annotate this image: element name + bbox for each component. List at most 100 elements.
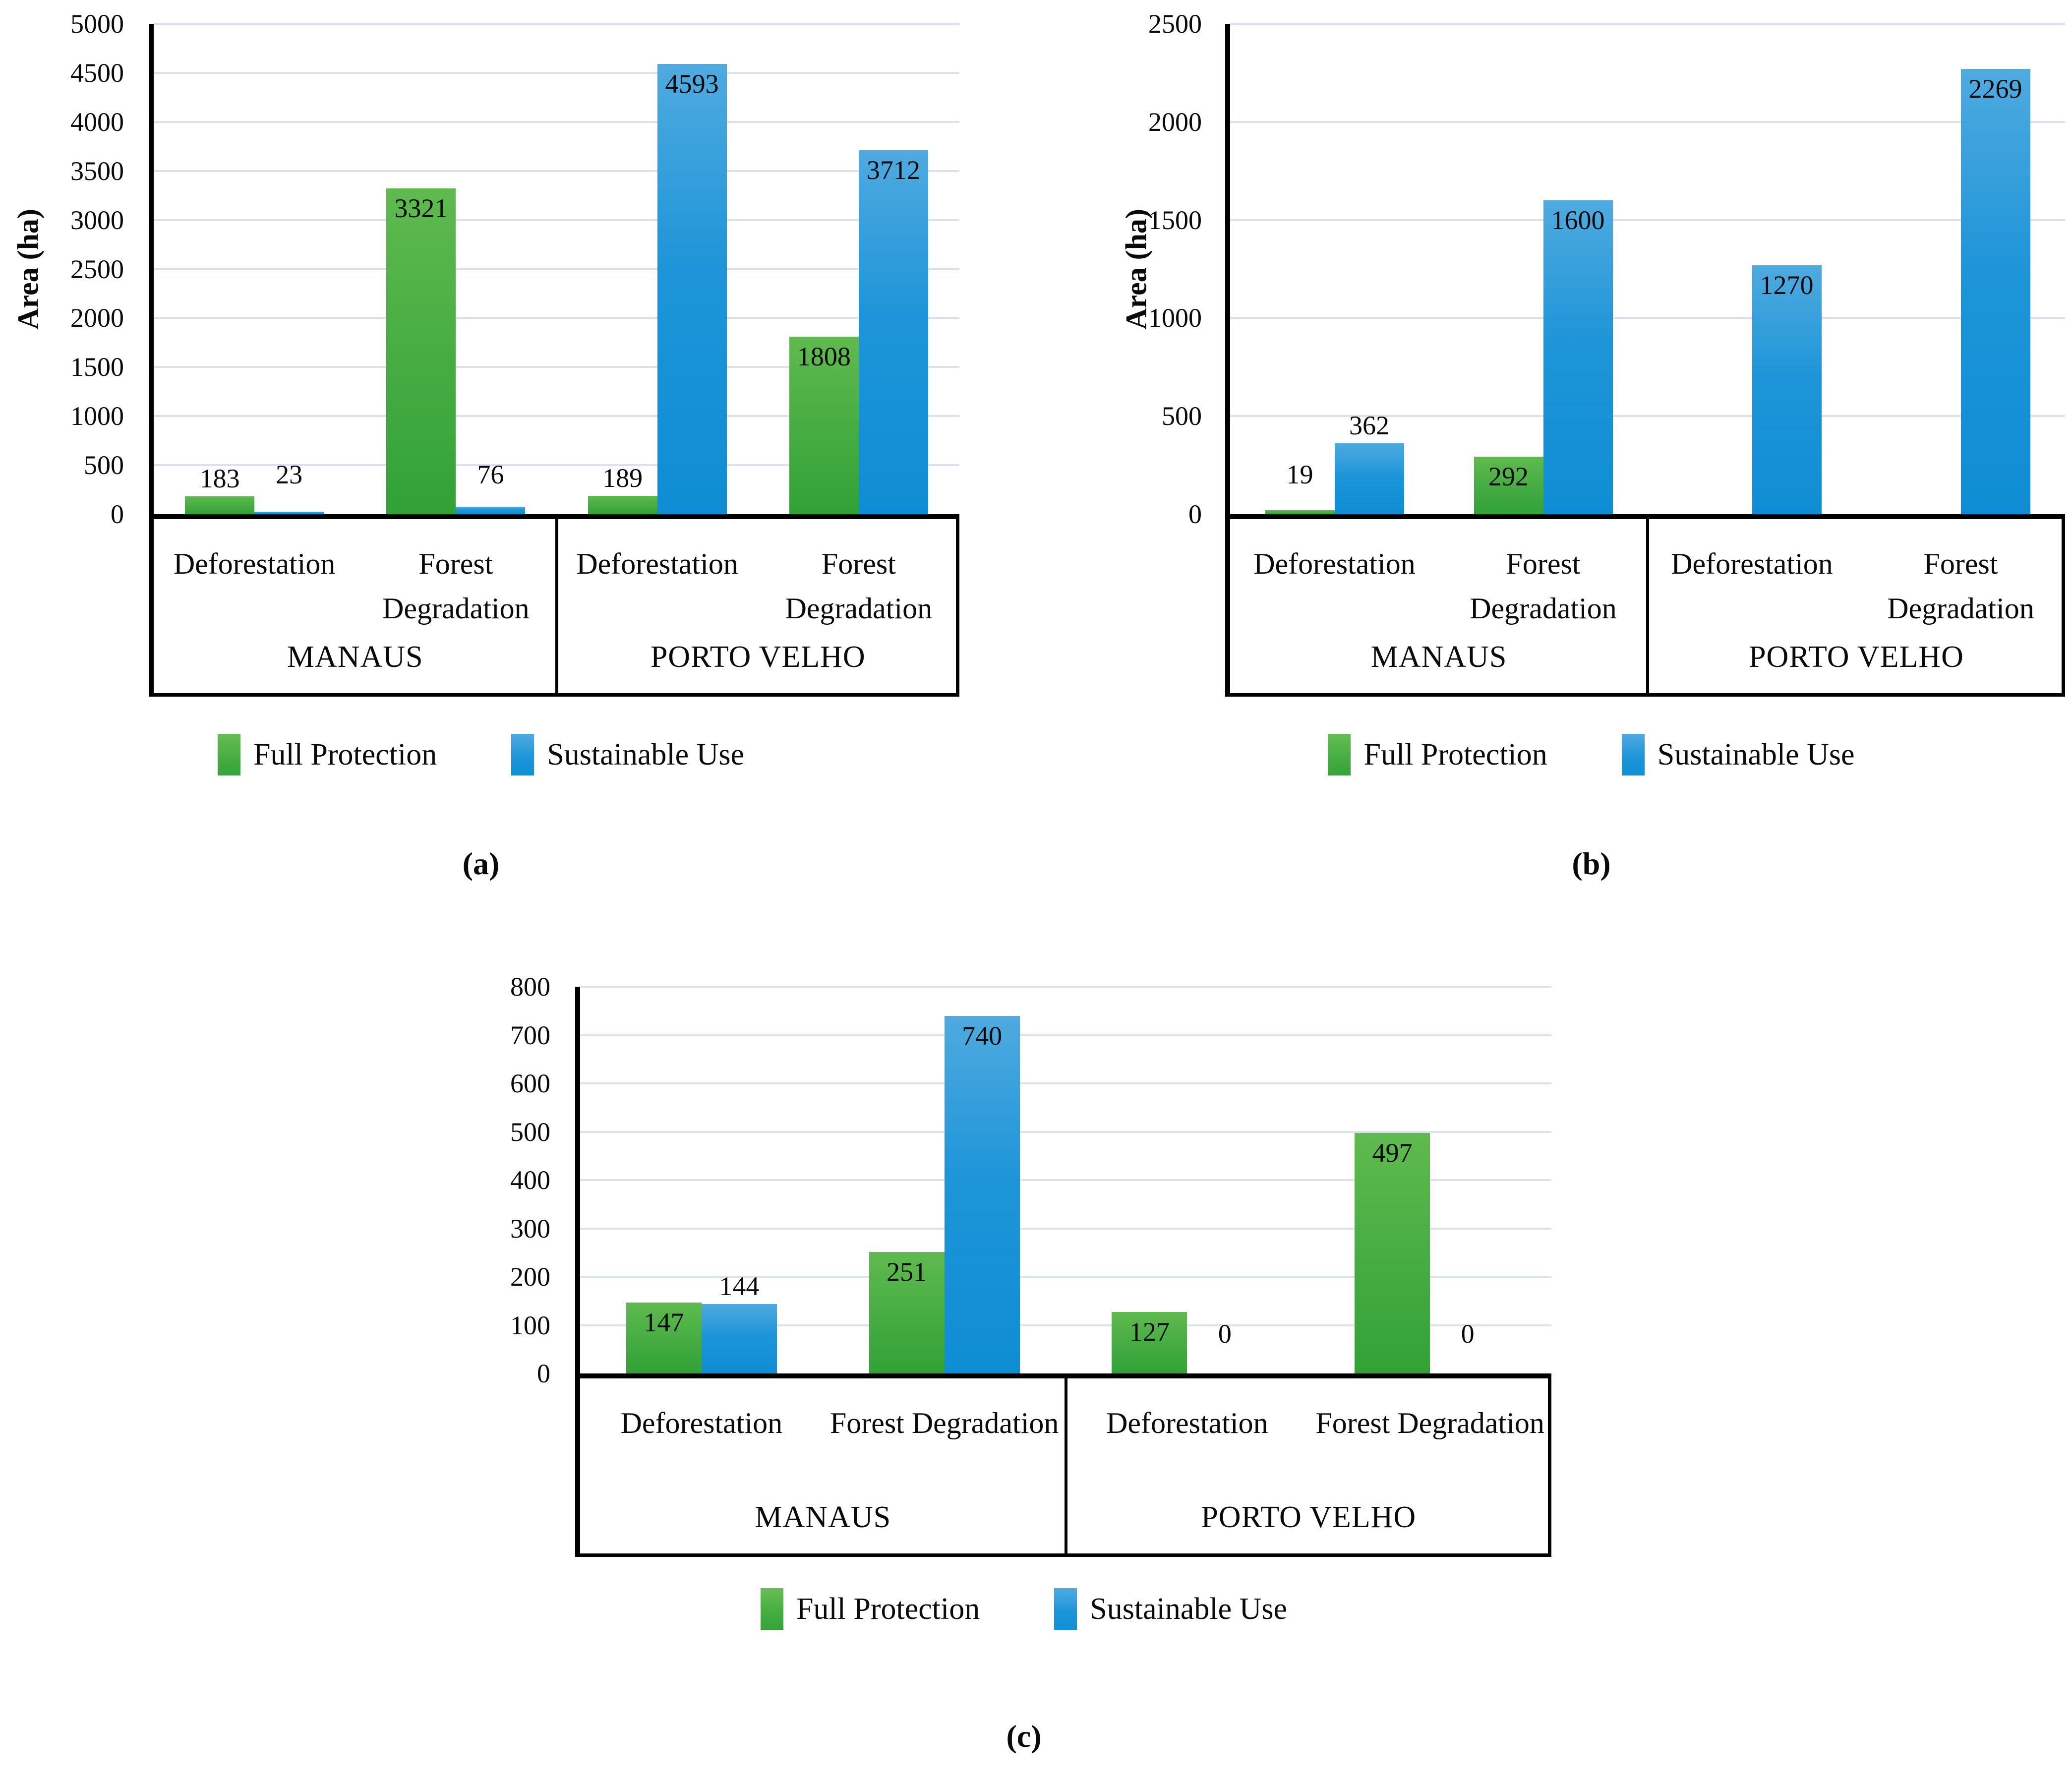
legend-label: Sustainable Use [1658, 737, 1855, 773]
bar-value-label: 0 [1388, 1320, 1547, 1348]
y-tick-label: 200 [421, 1263, 550, 1290]
y-tick-label: 100 [421, 1312, 550, 1339]
bar-value-label: 1270 [1708, 271, 1866, 299]
legend: Full Protection Sustainable Use [0, 734, 962, 775]
category-label: Deforestation [1230, 541, 1439, 586]
y-tick-label: 700 [421, 1022, 550, 1049]
bar-value-label: 497 [1313, 1139, 1472, 1167]
category-label: Forest Degradation [1856, 541, 2065, 631]
bar-value-label: 76 [411, 461, 570, 489]
gridline [154, 317, 959, 319]
y-axis-line [1225, 24, 1230, 697]
group-label: MANAUS [1230, 640, 1648, 675]
bar-sustainable-use [1335, 443, 1404, 514]
category-label: Deforestation [557, 541, 758, 586]
y-tick-label: 500 [421, 1119, 550, 1145]
bar-full-protection [588, 496, 657, 514]
bar-value-label: 4593 [613, 70, 771, 98]
category-label: Forest Degradation [1308, 1401, 1551, 1445]
full-protection-swatch-icon [1328, 734, 1351, 775]
sustainable-use-swatch-icon [1054, 1588, 1077, 1630]
y-tick-label: 600 [421, 1070, 550, 1097]
legend-label: Sustainable Use [1090, 1592, 1287, 1627]
y-tick-label: 500 [1073, 403, 1202, 429]
bar-sustainable-use [456, 507, 525, 514]
bar-sustainable-use [702, 1304, 777, 1373]
legend: Full Protection Sustainable Use [1111, 734, 2072, 775]
gridline [154, 23, 959, 25]
category-label: Forest Degradation [823, 1401, 1066, 1445]
category-label: Deforestation [1648, 541, 1856, 586]
bar-sustainable-use [945, 1016, 1020, 1374]
legend-item-full-protection: Full Protection [1328, 734, 1547, 775]
y-tick-label: 0 [0, 501, 124, 528]
bar-sustainable-use [1752, 265, 1822, 514]
legend-item-sustainable-use: Sustainable Use [511, 734, 744, 775]
category-box-bottom-border [149, 693, 959, 697]
y-tick-label: 3500 [0, 158, 124, 184]
gridline [1230, 317, 2065, 319]
y-axis-title: Area (ha) [11, 209, 46, 330]
y-tick-label: 4000 [0, 109, 124, 135]
legend-label: Sustainable Use [547, 737, 744, 773]
y-axis-title: Area (ha) [1120, 209, 1154, 330]
y-tick-label: 1500 [0, 354, 124, 380]
bar-value-label: 3321 [342, 194, 500, 223]
bar-sustainable-use [657, 64, 727, 514]
bar-value-label: 362 [1290, 412, 1449, 440]
bar-full-protection [185, 496, 254, 514]
y-axis-line [149, 24, 154, 697]
group-label: MANAUS [154, 640, 557, 675]
gridline [580, 986, 1551, 988]
gridline [1230, 121, 2065, 123]
full-protection-swatch-icon [218, 734, 240, 775]
full-protection-swatch-icon [761, 1588, 783, 1630]
y-tick-label: 300 [421, 1215, 550, 1242]
bar-value-label: 0 [1145, 1320, 1304, 1348]
bar-value-label: 23 [210, 461, 368, 489]
sustainable-use-swatch-icon [511, 734, 534, 775]
category-label: Deforestation [580, 1401, 823, 1445]
gridline [1230, 23, 2065, 25]
gridline [580, 1131, 1551, 1133]
gridline [154, 121, 959, 123]
legend-item-full-protection: Full Protection [761, 1588, 980, 1630]
chart-caption: (b) [1111, 845, 2072, 882]
legend-item-sustainable-use: Sustainable Use [1622, 734, 1855, 775]
gridline [580, 1082, 1551, 1084]
chart-caption: (c) [446, 1718, 1601, 1755]
category-label: Deforestation [154, 541, 355, 586]
bar-sustainable-use [1543, 200, 1613, 514]
y-tick-label: 5000 [0, 10, 124, 37]
y-tick-label: 500 [0, 452, 124, 478]
category-label: Forest Degradation [355, 541, 556, 631]
category-box-bottom-border [1225, 693, 2065, 697]
x-axis-line [575, 1373, 1551, 1378]
bar-value-label: 740 [903, 1022, 1062, 1050]
sustainable-use-swatch-icon [1622, 734, 1645, 775]
legend: Full Protection Sustainable Use [446, 1588, 1601, 1630]
bar-value-label: 144 [660, 1272, 819, 1301]
group-label: PORTO VELHO [1066, 1500, 1552, 1535]
y-tick-label: 4500 [0, 60, 124, 86]
group-label: MANAUS [580, 1500, 1066, 1535]
y-tick-label: 800 [421, 973, 550, 1000]
y-tick-label: 0 [1073, 501, 1202, 528]
category-label: Forest Degradation [1439, 541, 1648, 631]
bar-full-protection [1265, 510, 1335, 514]
y-axis-line [575, 987, 580, 1557]
y-tick-label: 2500 [1073, 10, 1202, 37]
bar-sustainable-use [859, 150, 928, 514]
legend-item-full-protection: Full Protection [218, 734, 437, 775]
y-tick-label: 400 [421, 1167, 550, 1193]
group-label: PORTO VELHO [1648, 640, 2065, 675]
legend-label: Full Protection [1363, 737, 1547, 773]
bar-value-label: 1600 [1499, 206, 1658, 235]
gridline [154, 219, 959, 221]
x-axis-line [1225, 514, 2065, 519]
gridline [154, 72, 959, 74]
category-label: Forest Degradation [758, 541, 959, 631]
